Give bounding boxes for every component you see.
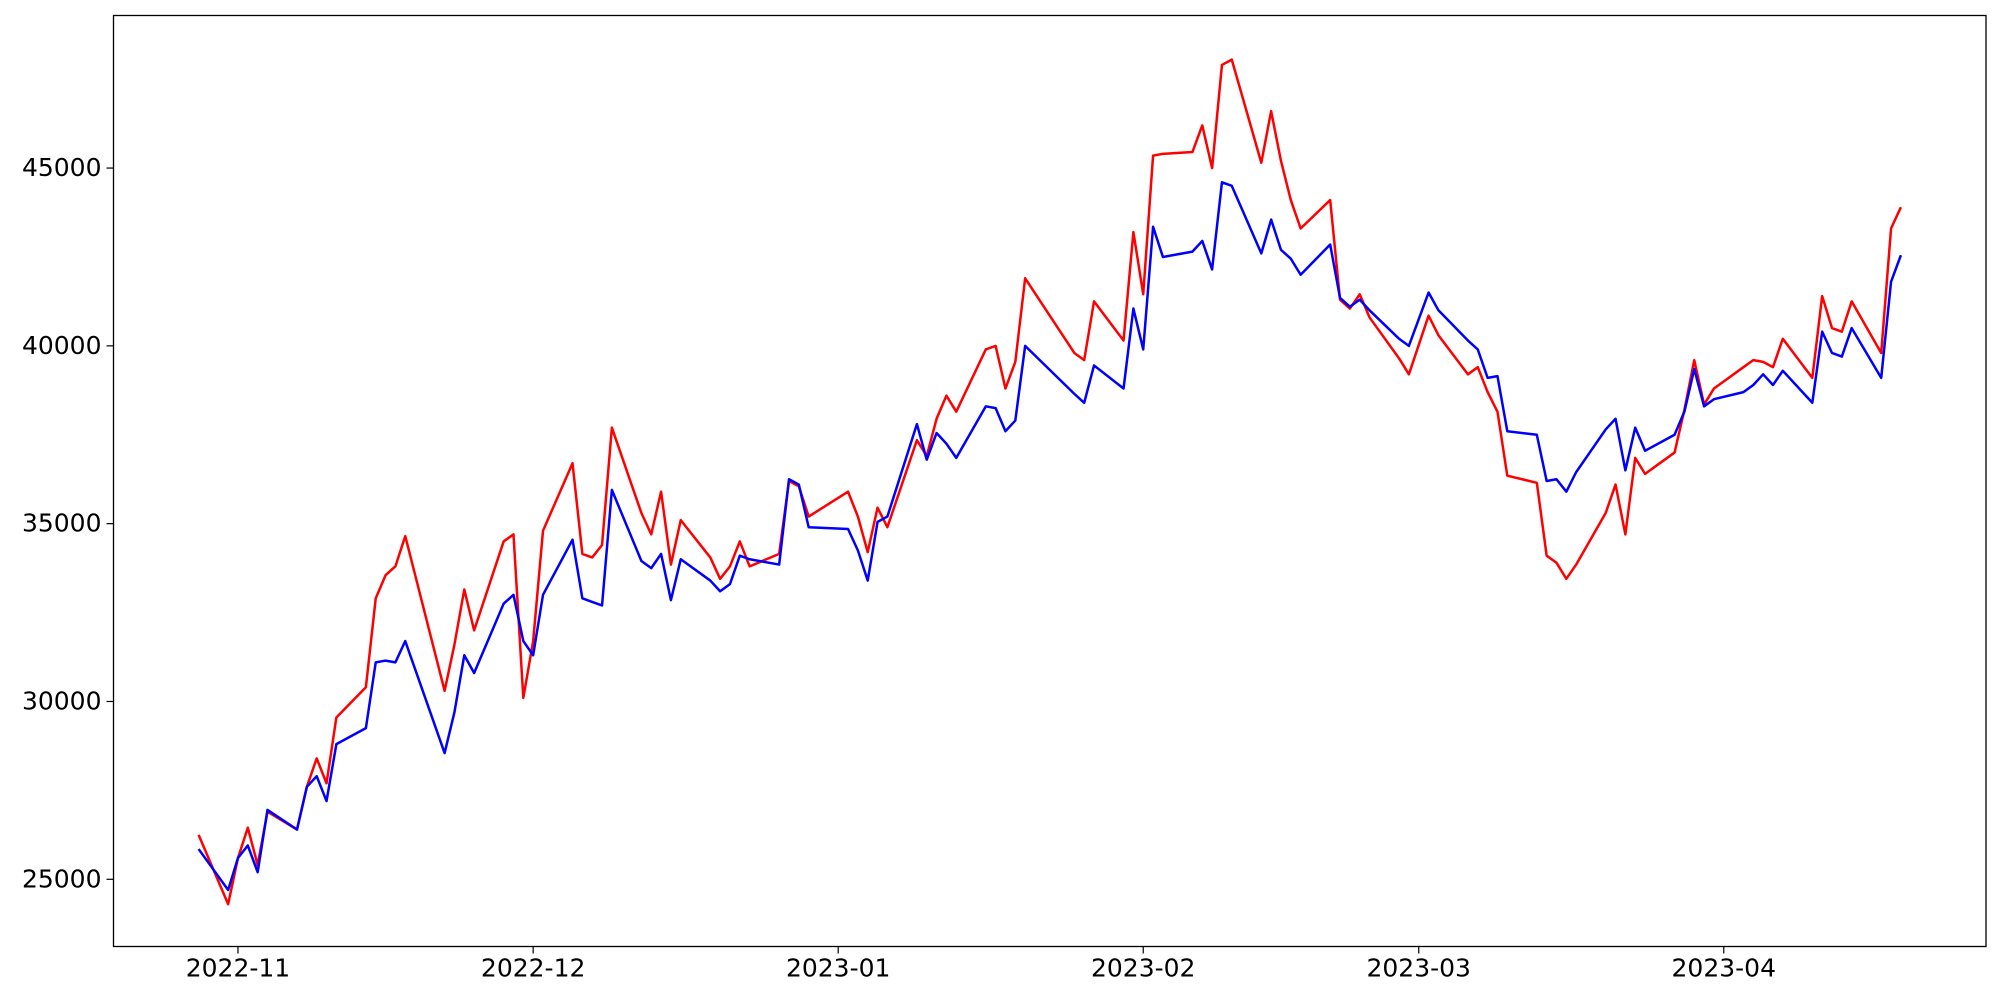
y-tick-label: 35000 (22, 509, 102, 538)
x-tick-label: 2023-02 (1091, 954, 1195, 983)
y-tick-label: 45000 (22, 153, 102, 182)
line-series (197, 58, 1903, 906)
x-tick-label: 2023-03 (1367, 954, 1471, 983)
x-tick-label: 2023-04 (1672, 954, 1776, 983)
y-tick-label: 25000 (22, 864, 102, 893)
line-series (197, 181, 1903, 892)
x-tick-label: 2022-12 (481, 954, 585, 983)
plot-frame (112, 14, 1987, 948)
y-tick-label: 30000 (22, 686, 102, 715)
x-tick-label: 2023-01 (786, 954, 890, 983)
y-tick-label: 40000 (22, 331, 102, 360)
x-tick-label: 2022-11 (186, 954, 290, 983)
